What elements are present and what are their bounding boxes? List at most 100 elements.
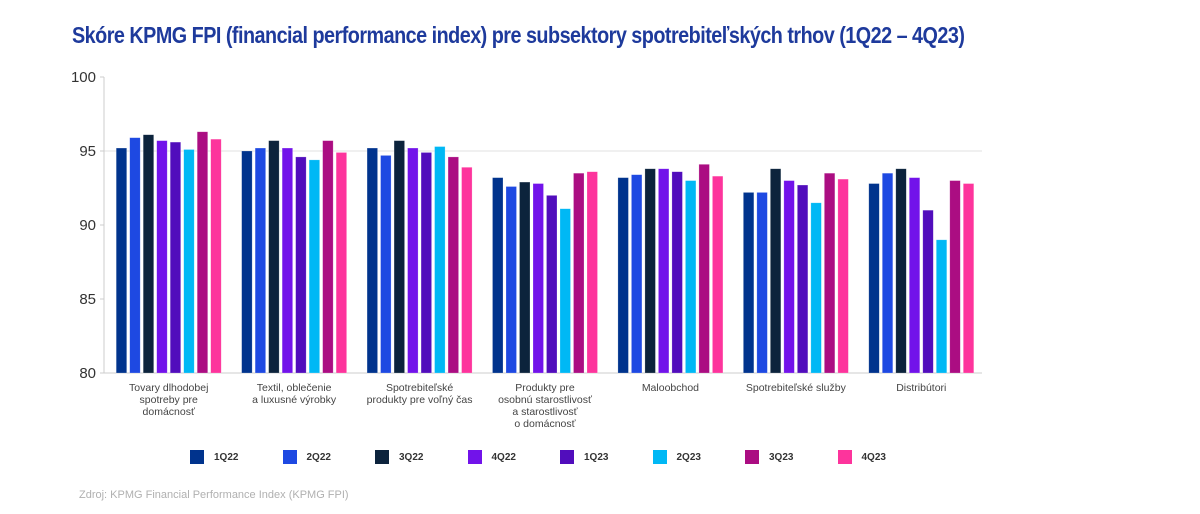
y-tick-label: 90 bbox=[79, 217, 96, 234]
bar-3q22 bbox=[519, 181, 531, 374]
bar-2q23 bbox=[559, 208, 571, 374]
legend-item: 3Q22 bbox=[375, 450, 423, 464]
legend-swatch bbox=[560, 450, 574, 464]
legend-swatch bbox=[375, 450, 389, 464]
bar-1q22 bbox=[492, 177, 504, 374]
legend-swatch bbox=[467, 450, 482, 464]
bar-2q23 bbox=[935, 239, 948, 374]
category-labels: Tovary dlhodobej spotreby pre domácnosť Tex… bbox=[129, 382, 946, 430]
legend-label: 2Q22 bbox=[306, 451, 331, 463]
legend-item: 3Q23 bbox=[745, 450, 793, 464]
bar-3q22 bbox=[770, 168, 782, 374]
legend-item: 4Q22 bbox=[467, 450, 516, 464]
category-label: Produkty pre osobnú starostlivosť a staros… bbox=[498, 382, 593, 430]
category-label: Distribútori bbox=[896, 382, 946, 394]
legend-swatch bbox=[745, 450, 759, 464]
y-tick-label: 85 bbox=[79, 291, 96, 308]
bar-1q23 bbox=[295, 156, 307, 374]
bar-3q22 bbox=[644, 168, 656, 374]
category-label: Spotrebiteľské služby bbox=[746, 382, 847, 394]
legend-label: 3Q22 bbox=[399, 451, 424, 463]
bar-4q23 bbox=[335, 152, 347, 374]
legend-swatch bbox=[282, 450, 297, 464]
bar-4q22 bbox=[658, 168, 670, 374]
bar-4q22 bbox=[407, 147, 419, 374]
bar-group bbox=[617, 164, 724, 374]
bar-2q22 bbox=[631, 174, 643, 374]
bar-1q22 bbox=[617, 177, 629, 374]
bar-4q23 bbox=[962, 183, 975, 374]
bar-3q22 bbox=[142, 134, 155, 374]
legend-label: 2Q23 bbox=[676, 451, 701, 463]
bar-3q23 bbox=[447, 156, 459, 374]
legend-item: 1Q23 bbox=[560, 450, 608, 464]
category-label: Tovary dlhodobej spotreby pre domácnosť bbox=[129, 382, 208, 418]
legend-item: 2Q22 bbox=[282, 450, 331, 464]
bar-3q23 bbox=[824, 172, 836, 374]
bar-3q23 bbox=[196, 131, 209, 374]
bar-1q23 bbox=[546, 195, 558, 374]
bar-2q23 bbox=[434, 146, 446, 374]
bar-4q22 bbox=[281, 147, 293, 374]
bar-group bbox=[366, 140, 473, 374]
bar-3q22 bbox=[895, 168, 907, 374]
bar-1q22 bbox=[743, 192, 755, 374]
bar-1q22 bbox=[868, 183, 880, 374]
bar-2q23 bbox=[308, 159, 320, 374]
legend-label: 3Q23 bbox=[769, 451, 794, 463]
bar-3q23 bbox=[949, 180, 961, 374]
legend-label: 1Q22 bbox=[214, 451, 239, 463]
bar-group bbox=[241, 140, 347, 374]
bar-3q22 bbox=[268, 140, 280, 374]
bar-group bbox=[868, 168, 975, 374]
y-tick-label: 80 bbox=[79, 365, 96, 382]
bar-4q23 bbox=[712, 175, 724, 374]
bar-4q22 bbox=[783, 180, 795, 374]
legend-label: 4Q22 bbox=[491, 451, 516, 463]
bar-group bbox=[743, 168, 849, 374]
bar-1q23 bbox=[922, 209, 934, 374]
y-tick-label: 95 bbox=[79, 143, 96, 160]
bar-1q23 bbox=[169, 141, 182, 374]
bar-4q22 bbox=[908, 177, 921, 374]
legend-item: 2Q23 bbox=[652, 450, 701, 464]
bar-1q22 bbox=[241, 150, 253, 374]
bar-4q22 bbox=[156, 140, 168, 374]
bar-2q23 bbox=[810, 202, 822, 374]
bar-4q23 bbox=[837, 178, 849, 374]
bar-2q23 bbox=[183, 149, 195, 374]
legend-swatch bbox=[652, 450, 667, 464]
bar-2q22 bbox=[380, 155, 392, 374]
legend-item: 1Q22 bbox=[190, 450, 238, 464]
legend-item: 4Q23 bbox=[837, 450, 886, 464]
bar-1q23 bbox=[420, 152, 432, 374]
category-label: Textil, oblečenie a luxusné výrobky bbox=[252, 382, 337, 406]
bar-4q23 bbox=[461, 166, 473, 374]
bar-1q22 bbox=[115, 147, 128, 374]
bar-3q22 bbox=[393, 140, 405, 374]
bar-1q23 bbox=[671, 171, 683, 374]
bar-4q23 bbox=[210, 138, 222, 374]
chart-title: Skóre KPMG FPI (financial performance in… bbox=[72, 22, 965, 48]
bar-2q22 bbox=[881, 172, 894, 374]
bar-group bbox=[492, 171, 598, 374]
bar-4q23 bbox=[586, 171, 598, 374]
category-label: Spotrebiteľské produkty pre voľný čas bbox=[367, 382, 473, 406]
bar-2q22 bbox=[129, 137, 141, 374]
bars bbox=[115, 131, 975, 374]
bar-2q22 bbox=[505, 186, 517, 374]
source-note: Zdroj: KPMG Financial Performance Index … bbox=[79, 489, 349, 501]
bar-3q23 bbox=[322, 140, 334, 374]
legend-label: 4Q23 bbox=[861, 451, 886, 463]
legend-swatch bbox=[190, 450, 204, 464]
bar-group bbox=[115, 131, 222, 374]
bar-3q23 bbox=[573, 172, 585, 374]
bar-1q23 bbox=[797, 184, 809, 374]
y-tick-label: 100 bbox=[71, 69, 96, 86]
bar-2q23 bbox=[685, 180, 697, 374]
bar-2q22 bbox=[756, 192, 768, 374]
legend-label: 1Q23 bbox=[584, 451, 609, 463]
legend-swatch bbox=[837, 450, 852, 464]
bar-1q22 bbox=[366, 147, 378, 374]
